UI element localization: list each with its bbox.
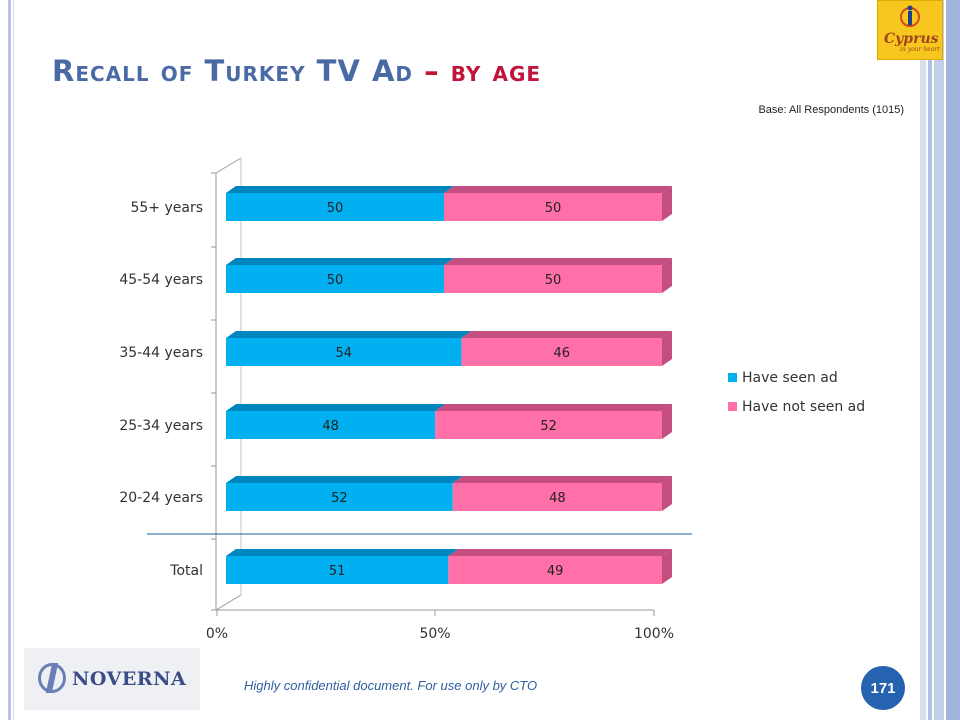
bar-side-face (662, 476, 672, 511)
left-border-thin-line (13, 0, 14, 720)
bar-top-face (226, 331, 472, 338)
bar-top-face (452, 476, 672, 483)
left-border-line (8, 0, 11, 720)
data-label: 52 (540, 419, 557, 434)
page-number-badge: 171 (861, 666, 905, 710)
bar-segment (444, 265, 662, 293)
axis-depth-bottom (215, 594, 242, 611)
bar-side-face (662, 404, 672, 439)
data-label: 52 (331, 491, 348, 506)
data-label: 49 (547, 564, 564, 579)
title-subtitle: by age (450, 54, 542, 88)
bar-segment (444, 193, 662, 221)
bar-top-face (226, 258, 454, 265)
title-main: Recall of Turkey TV Ad (52, 54, 414, 88)
bar-side-face (662, 186, 672, 221)
data-label: 54 (335, 346, 352, 361)
cyprus-logo: Cyprus in your heart (877, 0, 943, 60)
category-label: 20-24 years (119, 490, 203, 506)
legend-swatch (728, 373, 737, 382)
bar-segment (226, 193, 444, 221)
category-label: 25-34 years (119, 418, 203, 434)
data-label: 48 (549, 491, 566, 506)
category-label: 45-54 years (119, 272, 203, 288)
page-number: 171 (870, 679, 896, 697)
bar-top-face (444, 186, 672, 193)
bar-segment (226, 556, 449, 584)
slide-title: Recall of Turkey TV Ad – by age (52, 54, 541, 88)
data-label: 50 (545, 201, 562, 216)
bar-top-face (435, 404, 672, 411)
bar-top-face (226, 476, 463, 483)
bar-top-face (226, 186, 454, 193)
confidential-note: Highly confidential document. For use on… (244, 678, 538, 693)
legend-swatch (728, 402, 737, 411)
category-label: Total (169, 563, 203, 579)
bar-top-face (448, 549, 672, 556)
cyprus-logo-tagline: in your heart (900, 46, 940, 53)
data-label: 50 (327, 273, 344, 288)
bar-segment (226, 411, 436, 439)
sun-figure-icon (900, 5, 920, 27)
x-tick-label: 50% (419, 626, 450, 642)
noverna-logo-icon (38, 663, 66, 693)
right-decorative-rails (920, 0, 960, 720)
bar-top-face (444, 258, 672, 265)
data-label: 46 (553, 346, 570, 361)
data-label: 50 (327, 201, 344, 216)
category-label: 35-44 years (119, 345, 203, 361)
x-tick-label: 0% (206, 626, 228, 642)
title-dash: – (424, 54, 440, 88)
bar-segment (448, 556, 662, 584)
data-label: 50 (545, 273, 562, 288)
data-label: 48 (322, 419, 339, 434)
x-tick-label: 100% (634, 626, 674, 642)
bar-segment (226, 265, 444, 293)
bar-top-face (226, 404, 446, 411)
noverna-logo: NOVERNA (24, 648, 200, 710)
bar-segment (226, 483, 453, 511)
legend-label: Have not seen ad (742, 399, 865, 415)
noverna-logo-text: NOVERNA (72, 668, 187, 690)
axis-depth-top (215, 157, 242, 174)
base-note: Base: All Respondents (1015) (758, 104, 904, 116)
bar-side-face (662, 258, 672, 293)
bar-segment (226, 338, 462, 366)
cyprus-logo-word: Cyprus (884, 31, 939, 47)
bar-segment (452, 483, 662, 511)
bar-segment (435, 411, 662, 439)
bar-side-face (662, 549, 672, 584)
bar-top-face (461, 331, 672, 338)
data-label: 51 (329, 564, 346, 579)
bar-segment (461, 338, 662, 366)
bar-side-face (662, 331, 672, 366)
legend-label: Have seen ad (742, 370, 838, 386)
category-label: 55+ years (130, 200, 203, 216)
bar-top-face (226, 549, 459, 556)
